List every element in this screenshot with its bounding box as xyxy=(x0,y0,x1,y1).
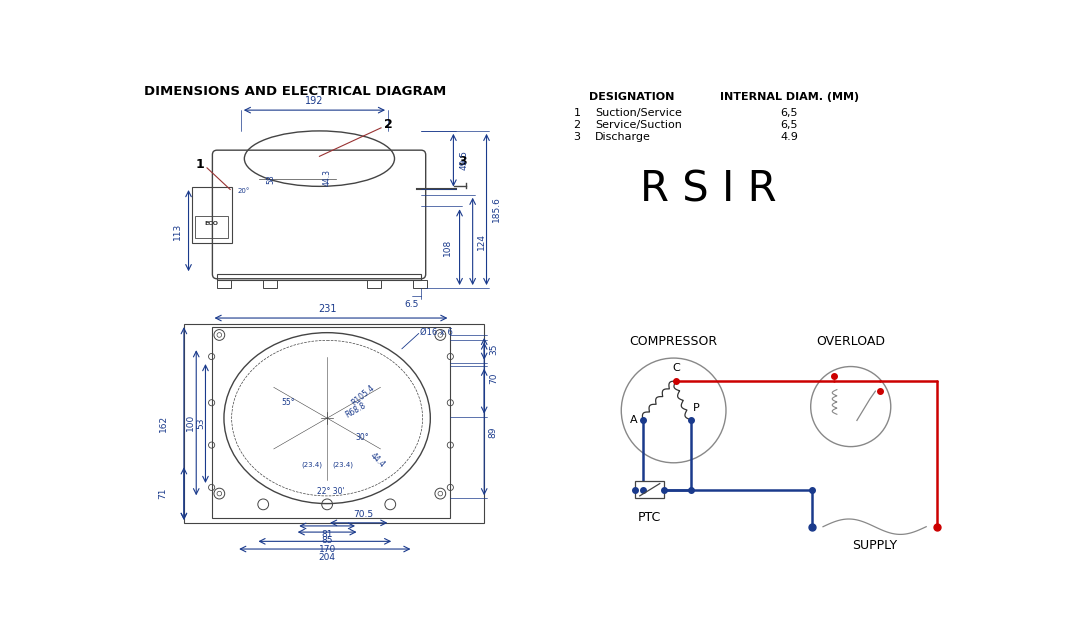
Text: SUPPLY: SUPPLY xyxy=(852,539,897,552)
Text: 3: 3 xyxy=(458,155,467,168)
Text: 231: 231 xyxy=(318,304,336,314)
Text: 108: 108 xyxy=(443,238,452,256)
Text: 89: 89 xyxy=(489,426,498,438)
Text: 30°: 30° xyxy=(355,433,368,442)
Text: 1: 1 xyxy=(195,159,204,171)
Text: INTERNAL DIAM. (MM): INTERNAL DIAM. (MM) xyxy=(720,92,859,103)
Text: (23.4): (23.4) xyxy=(301,461,323,467)
Text: R S I R: R S I R xyxy=(640,169,776,211)
Bar xyxy=(191,187,232,243)
Text: 2: 2 xyxy=(384,118,393,131)
Bar xyxy=(217,281,231,288)
Text: Service/Suction: Service/Suction xyxy=(595,120,682,130)
Text: 204: 204 xyxy=(318,553,335,562)
Text: 6.5: 6.5 xyxy=(405,300,419,309)
Text: 22° 30': 22° 30' xyxy=(317,487,345,496)
Text: Ø16 x 6: Ø16 x 6 xyxy=(420,327,453,337)
Text: 4.9: 4.9 xyxy=(781,133,798,142)
Bar xyxy=(184,324,484,523)
Text: 1: 1 xyxy=(574,108,581,118)
Text: 53: 53 xyxy=(197,418,205,429)
Bar xyxy=(195,216,227,238)
Text: 6,5: 6,5 xyxy=(781,108,798,118)
Text: C: C xyxy=(672,364,680,374)
Text: (23.4): (23.4) xyxy=(332,461,354,467)
Text: R68.8: R68.8 xyxy=(344,401,367,420)
Bar xyxy=(413,281,427,288)
Text: 44.3: 44.3 xyxy=(323,169,332,186)
Text: 162: 162 xyxy=(159,415,168,432)
Text: 44.4: 44.4 xyxy=(368,451,387,470)
Text: DESIGNATION: DESIGNATION xyxy=(588,92,674,103)
Text: 113: 113 xyxy=(173,223,183,240)
Text: 71: 71 xyxy=(159,488,168,499)
Text: COMPRESSOR: COMPRESSOR xyxy=(629,335,718,348)
Bar xyxy=(211,327,451,518)
Bar xyxy=(263,281,277,288)
Bar xyxy=(367,281,381,288)
Text: 6,5: 6,5 xyxy=(781,120,798,130)
Text: OVERLOAD: OVERLOAD xyxy=(816,335,885,348)
Text: Discharge: Discharge xyxy=(595,133,651,142)
Text: A: A xyxy=(630,415,638,425)
Bar xyxy=(635,481,664,498)
Text: ECO: ECO xyxy=(205,221,219,226)
Text: 49.5: 49.5 xyxy=(459,150,469,170)
Text: 170: 170 xyxy=(318,545,335,554)
Text: 85: 85 xyxy=(321,536,333,545)
Text: 100: 100 xyxy=(186,414,195,431)
Text: 185.6: 185.6 xyxy=(492,196,501,223)
Bar xyxy=(217,274,421,281)
Text: Suction/Service: Suction/Service xyxy=(595,108,682,118)
Text: 35: 35 xyxy=(489,343,498,355)
Text: R105.4: R105.4 xyxy=(350,383,377,407)
Text: 20°: 20° xyxy=(238,188,250,194)
Text: 3: 3 xyxy=(574,133,581,142)
Text: 2: 2 xyxy=(574,120,581,130)
Text: PTC: PTC xyxy=(639,511,661,523)
Text: 124: 124 xyxy=(476,233,486,250)
Text: 55°: 55° xyxy=(282,398,296,407)
Text: 70: 70 xyxy=(489,372,498,384)
Text: 192: 192 xyxy=(304,96,324,106)
Text: DIMENSIONS AND ELECTRICAL DIAGRAM: DIMENSIONS AND ELECTRICAL DIAGRAM xyxy=(144,85,446,97)
Text: 81: 81 xyxy=(321,530,333,539)
Text: 58: 58 xyxy=(266,175,276,184)
Text: P: P xyxy=(693,403,700,413)
Text: 70.5: 70.5 xyxy=(354,510,374,519)
